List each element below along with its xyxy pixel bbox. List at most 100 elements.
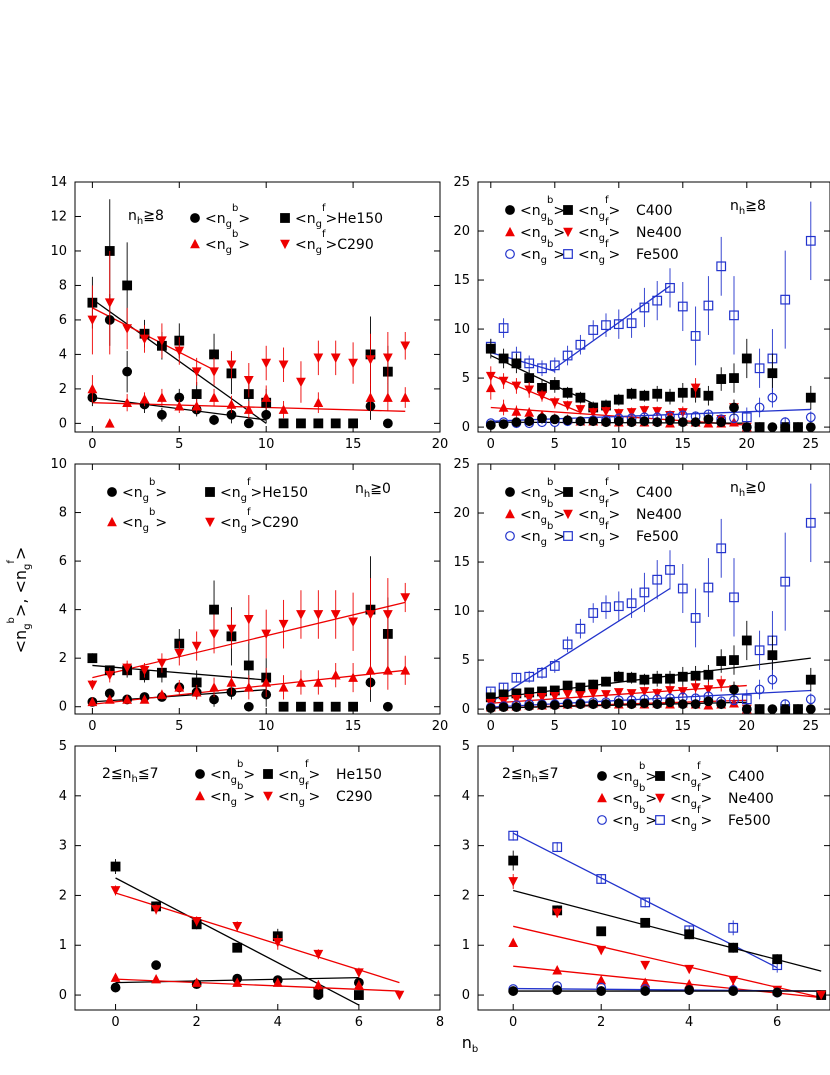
data-point [191, 977, 202, 987]
data-point [511, 702, 522, 713]
data-point [690, 683, 701, 693]
series-triangle-down-red [87, 578, 411, 690]
data-point [588, 699, 599, 710]
data-point [665, 697, 675, 708]
x-tick-label: 6 [355, 1015, 363, 1030]
data-point [729, 684, 739, 695]
legend-label: <ngf> [578, 521, 620, 548]
legend-label-suffix: C400 [728, 769, 765, 785]
data-point [191, 401, 202, 411]
data-point [508, 855, 519, 866]
data-point [596, 986, 607, 996]
x-tick-label: 0 [509, 1015, 517, 1030]
data-point [601, 676, 611, 687]
data-point [596, 945, 607, 956]
data-point [365, 355, 376, 365]
data-point [665, 391, 675, 402]
y-tick-label: 5 [462, 739, 470, 754]
y-tick-label: 2 [59, 651, 67, 666]
data-point [575, 416, 586, 427]
data-point [575, 339, 586, 350]
data-point [652, 673, 663, 684]
data-point [767, 392, 778, 403]
data-point [313, 701, 324, 712]
legend-marker [505, 508, 515, 519]
data-point [552, 965, 563, 975]
legend-marker [563, 509, 573, 520]
data-point [562, 639, 573, 650]
legend-label-suffix: C400 [636, 203, 673, 219]
data-point [87, 680, 98, 690]
y-tick-label: 3 [59, 839, 67, 854]
legend-marker [505, 249, 515, 259]
legend-marker [563, 487, 573, 497]
data-point [209, 629, 219, 640]
series-circle-black [87, 294, 393, 429]
legend-marker [505, 487, 515, 497]
data-point [741, 635, 752, 646]
data-point [805, 694, 816, 705]
data-point [104, 298, 115, 308]
legend-label: <ngf> [578, 217, 620, 244]
legend-marker [597, 815, 607, 825]
data-point [652, 699, 663, 710]
data-point [122, 397, 133, 407]
legend-label: <ngb> [520, 217, 565, 244]
data-point [209, 349, 219, 360]
legend-label: <ngb> [612, 761, 657, 788]
legend-label: <ngb> [205, 203, 250, 230]
data-point [601, 690, 611, 700]
plot-frame [477, 181, 830, 433]
data-point [684, 929, 695, 940]
y-tick-label: 0 [59, 700, 67, 715]
y-tick-label: 25 [453, 175, 470, 190]
data-point [652, 388, 663, 399]
y-tick-label: 20 [453, 506, 470, 521]
data-point [613, 394, 624, 405]
data-point [652, 407, 663, 417]
data-point [652, 689, 663, 699]
plot-area [485, 483, 816, 714]
data-point [639, 416, 650, 427]
data-point [716, 679, 727, 689]
data-point [232, 942, 243, 953]
legend-label-suffix: Ne400 [636, 225, 682, 241]
series-triangle-up-red [110, 972, 364, 991]
data-point [639, 687, 650, 697]
data-point [729, 402, 739, 413]
data-point [639, 390, 650, 401]
y-tick-label: 10 [50, 244, 67, 259]
legend-marker [190, 213, 200, 223]
data-point [226, 677, 237, 687]
data-point [485, 703, 496, 714]
data-point [741, 422, 752, 432]
panel-annotation: 2≦nh≦7 [502, 766, 559, 785]
data-point [365, 392, 376, 402]
data-point [313, 949, 324, 960]
data-point [382, 701, 393, 712]
data-point [596, 874, 607, 884]
legend: <ngb> <ngf> C400 <ngb> <ngf> Ne400 <ngb> <ngf> F… [505, 195, 682, 266]
data-point [805, 392, 816, 403]
data-point [596, 975, 607, 985]
data-point [278, 682, 289, 692]
data-point [588, 689, 599, 699]
data-point [296, 701, 306, 712]
legend: <ngb> <ngf> He150 <ngb> <ngf> C290 [195, 759, 382, 808]
series-square-black [485, 338, 816, 432]
data-point [677, 671, 688, 682]
y-tick-label: 10 [50, 457, 67, 472]
data-point [690, 331, 701, 341]
data-point [261, 358, 272, 369]
data-point [209, 367, 219, 377]
data-point [805, 674, 816, 685]
data-point [690, 670, 701, 681]
x-tick-label: 8 [436, 1015, 444, 1030]
y-tick-label: 4 [59, 603, 67, 618]
data-point [122, 324, 133, 334]
legend-label-suffix: Ne400 [636, 507, 682, 523]
panel-annotation: nh≧8 [128, 208, 164, 227]
data-point [562, 680, 573, 691]
data-point [296, 610, 306, 620]
data-point [87, 696, 98, 707]
